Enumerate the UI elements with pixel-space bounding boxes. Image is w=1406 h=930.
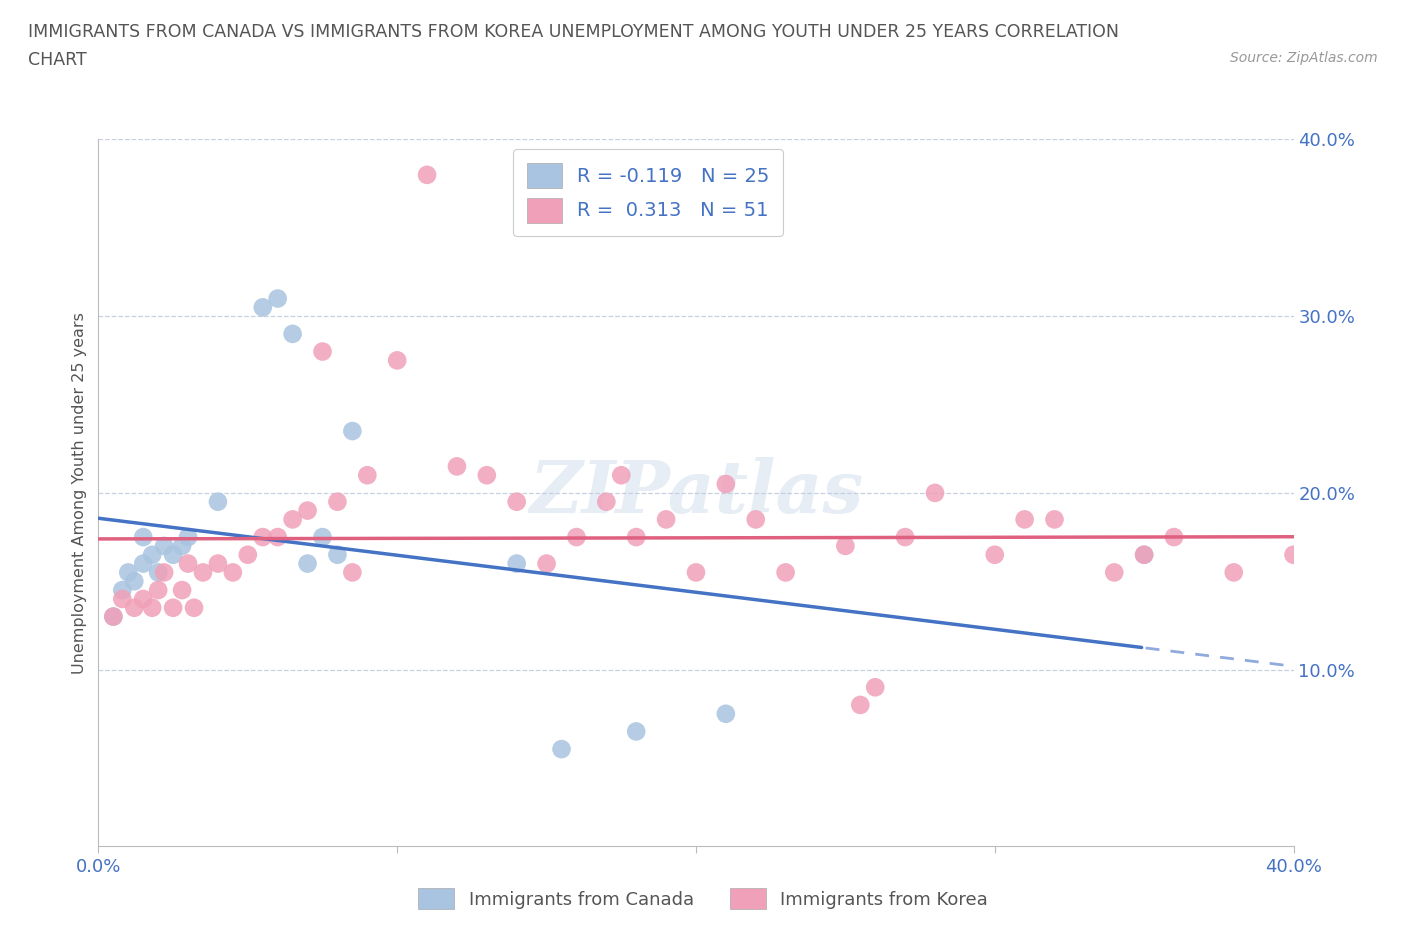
Point — [177, 530, 200, 545]
Text: IMMIGRANTS FROM CANADA VS IMMIGRANTS FROM KOREA UNEMPLOYMENT AMONG YOUTH UNDER 2: IMMIGRANTS FROM CANADA VS IMMIGRANTS FRO… — [28, 23, 1119, 41]
Point — [894, 530, 917, 545]
Point — [655, 512, 678, 526]
Y-axis label: Unemployment Among Youth under 25 years: Unemployment Among Youth under 25 years — [72, 312, 87, 674]
Point — [550, 742, 572, 757]
Point — [252, 530, 274, 545]
Point — [252, 299, 274, 314]
Point — [141, 601, 163, 616]
Point — [1163, 530, 1185, 545]
Point — [103, 609, 125, 624]
Point — [1043, 512, 1066, 526]
Point — [624, 530, 647, 545]
Point — [222, 565, 245, 580]
Point — [624, 724, 647, 738]
Point — [124, 601, 146, 616]
Point — [267, 530, 290, 545]
Point — [207, 556, 229, 571]
Point — [148, 565, 170, 580]
Point — [1282, 547, 1305, 562]
Point — [385, 352, 409, 367]
Legend: R = -0.119   N = 25, R =  0.313   N = 51: R = -0.119 N = 25, R = 0.313 N = 51 — [513, 149, 783, 236]
Point — [111, 582, 134, 598]
Point — [117, 565, 139, 580]
Point — [983, 547, 1005, 562]
Point — [177, 556, 200, 571]
Point — [342, 565, 364, 580]
Point — [141, 547, 163, 562]
Point — [565, 530, 588, 545]
Point — [191, 565, 214, 580]
Point — [506, 495, 529, 510]
Point — [162, 601, 184, 616]
Point — [1014, 512, 1036, 526]
Point — [267, 291, 290, 306]
Point — [124, 574, 146, 589]
Point — [685, 565, 707, 580]
Point — [536, 556, 558, 571]
Text: CHART: CHART — [28, 51, 87, 69]
Point — [416, 167, 439, 182]
Point — [236, 547, 259, 562]
Point — [356, 468, 378, 483]
Point — [849, 698, 872, 712]
Text: Source: ZipAtlas.com: Source: ZipAtlas.com — [1230, 51, 1378, 65]
Point — [281, 512, 304, 526]
Point — [153, 565, 176, 580]
Point — [297, 503, 319, 518]
Point — [132, 556, 155, 571]
Point — [103, 609, 125, 624]
Point — [775, 565, 797, 580]
Point — [865, 680, 887, 695]
Point — [834, 538, 856, 553]
Point — [111, 591, 134, 606]
Point — [714, 477, 737, 492]
Point — [311, 344, 333, 359]
Point — [172, 582, 194, 598]
Point — [506, 556, 529, 571]
Point — [162, 547, 184, 562]
Point — [1104, 565, 1126, 580]
Point — [595, 495, 617, 510]
Point — [132, 530, 155, 545]
Point — [475, 468, 498, 483]
Legend: Immigrants from Canada, Immigrants from Korea: Immigrants from Canada, Immigrants from … — [411, 881, 995, 916]
Point — [745, 512, 768, 526]
Text: ZIPatlas: ZIPatlas — [529, 458, 863, 528]
Point — [132, 591, 155, 606]
Point — [153, 538, 176, 553]
Point — [1133, 547, 1156, 562]
Point — [1223, 565, 1246, 580]
Point — [183, 601, 205, 616]
Point — [342, 424, 364, 439]
Point — [446, 459, 468, 474]
Point — [297, 556, 319, 571]
Point — [311, 530, 333, 545]
Point — [714, 707, 737, 722]
Point — [924, 485, 946, 500]
Point — [326, 547, 349, 562]
Point — [281, 326, 304, 341]
Point — [1133, 547, 1156, 562]
Point — [326, 495, 349, 510]
Point — [172, 538, 194, 553]
Point — [610, 468, 633, 483]
Point — [148, 582, 170, 598]
Point — [207, 495, 229, 510]
